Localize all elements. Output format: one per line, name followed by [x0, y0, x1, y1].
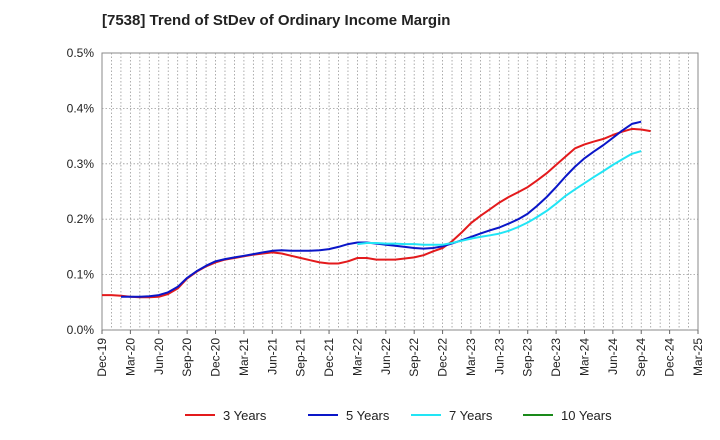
x-tick-label: Mar-24	[577, 338, 591, 376]
y-tick-label: 0.4%	[67, 101, 95, 115]
x-tick-label: Mar-22	[350, 338, 364, 376]
chart-title: [7538] Trend of StDev of Ordinary Income…	[102, 12, 451, 29]
x-tick-label: Jun-20	[152, 338, 166, 375]
x-tick-label: Dec-19	[95, 338, 109, 377]
x-tick-label: Sep-22	[407, 338, 421, 377]
x-tick-label: Dec-20	[209, 338, 223, 377]
x-tick-label: Sep-20	[180, 338, 194, 377]
x-tick-label: Sep-24	[634, 338, 648, 377]
x-tick-label: Sep-21	[294, 338, 308, 377]
x-tick-label: Mar-23	[464, 338, 478, 376]
legend-label: 5 Years	[346, 408, 390, 423]
x-tick-label: Dec-24	[663, 338, 677, 377]
y-tick-label: 0.1%	[67, 268, 95, 282]
y-tick-label: 0.2%	[67, 212, 95, 226]
x-tick-label: Mar-25	[691, 338, 705, 376]
x-tick-label: Jun-21	[265, 338, 279, 375]
y-tick-label: 0.3%	[67, 157, 95, 171]
plot-area	[101, 52, 699, 331]
x-tick-label: Dec-22	[436, 338, 450, 377]
series-line-7-years	[357, 150, 642, 246]
x-tick-label: Jun-22	[379, 338, 393, 375]
legend-label: 7 Years	[449, 408, 493, 423]
x-tick-label: Mar-21	[237, 338, 251, 376]
x-tick-label: Jun-23	[492, 338, 506, 375]
y-tick-label: 0.5%	[67, 46, 95, 60]
legend-label: 3 Years	[223, 408, 267, 423]
x-tick-label: Dec-23	[549, 338, 563, 377]
x-tick-label: Jun-24	[606, 338, 620, 375]
y-tick-label: 0.0%	[67, 323, 95, 337]
x-tick-label: Dec-21	[322, 338, 336, 377]
x-tick-label: Sep-23	[521, 338, 535, 377]
x-tick-label: Mar-20	[123, 338, 137, 376]
legend-label: 10 Years	[561, 408, 612, 423]
